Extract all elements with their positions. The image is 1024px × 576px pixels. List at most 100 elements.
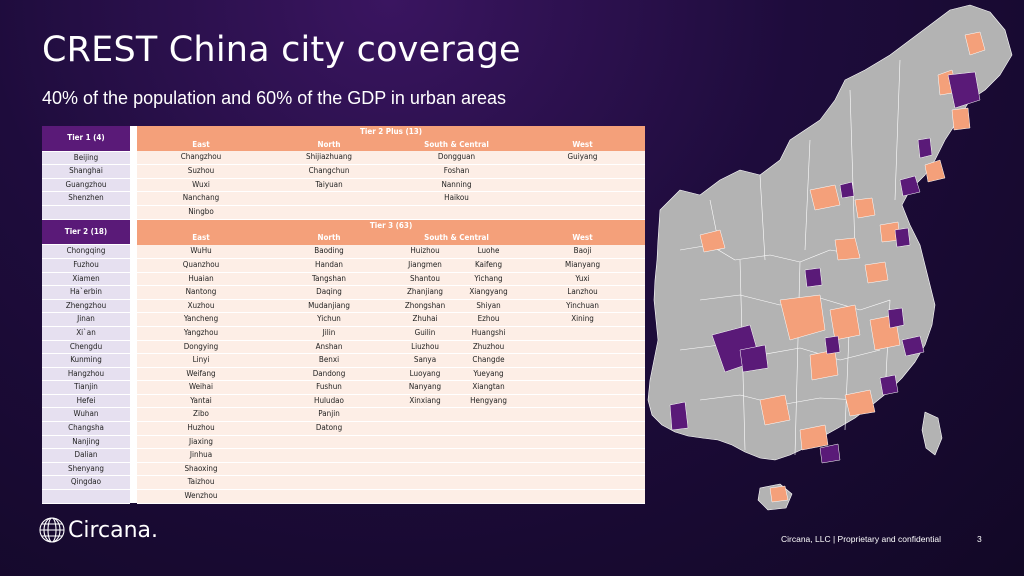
city-cell xyxy=(457,421,520,436)
circana-logo: Circana. xyxy=(38,516,158,544)
city-cell: Foshan xyxy=(393,164,520,179)
city-cell: Yuxi xyxy=(520,272,646,287)
column-separator xyxy=(130,407,137,422)
column-separator xyxy=(130,312,137,327)
city-cell: Haikou xyxy=(393,191,520,207)
tier-city-cell: Kunming xyxy=(42,353,130,368)
city-cell: Jiangmen xyxy=(393,258,457,273)
tier-city-cell: Jinan xyxy=(42,312,130,327)
region-header: South & Central xyxy=(393,138,520,152)
city-cell: Weifang xyxy=(137,367,265,382)
column-separator xyxy=(130,462,137,476)
city-cell xyxy=(457,435,520,450)
city-cell xyxy=(520,205,646,220)
city-cell: Linyi xyxy=(137,353,265,368)
tier-city-cell: Xiamen xyxy=(42,272,130,287)
tier-city-cell: Hefei xyxy=(42,394,130,409)
city-cell: Shantou xyxy=(393,272,457,287)
region-header-row: East North South & Central West xyxy=(42,138,646,152)
tier-city-cell: Chengdu xyxy=(42,340,130,355)
table-row: Changsha Huzhou Datong xyxy=(42,421,646,436)
city-cell xyxy=(457,489,520,504)
region-header-row: East North South & Central West xyxy=(42,232,646,245)
city-cell xyxy=(520,353,646,368)
column-separator xyxy=(130,448,137,463)
city-cell: Zhanjiang xyxy=(393,285,457,300)
city-cell xyxy=(520,475,646,491)
region-header: East xyxy=(137,138,265,152)
tier-city-cell: Guangzhou xyxy=(42,178,130,193)
city-cell: Nanchang xyxy=(137,191,265,207)
table-header-row: Tier 2 (18) Tier 3 (63) xyxy=(42,219,646,246)
table-row: Xiamen Huaian Tangshan Shantou Yichang Yuxi xyxy=(42,272,646,287)
tier-city-cell: Xi`an xyxy=(42,326,130,341)
city-cell: Ningbo xyxy=(137,205,265,220)
city-cell: Xining xyxy=(520,312,646,327)
table-row: Tianjin Weihai Fushun Nanyang Xiangtan xyxy=(42,380,646,395)
tier-city-cell: Fuzhou xyxy=(42,258,130,273)
city-cell: Xuzhou xyxy=(137,299,265,314)
table-row: Jinan Yancheng Yichun Zhuhai Ezhou Xining xyxy=(42,312,646,327)
city-cell xyxy=(520,164,646,179)
city-cell xyxy=(520,435,646,450)
column-separator xyxy=(130,489,137,504)
city-cell xyxy=(520,191,646,207)
tier-city-cell: Qingdao xyxy=(42,475,130,491)
table-row: Chengdu Dongying Anshan Liuzhou Zhuzhou xyxy=(42,340,646,355)
city-cell xyxy=(520,489,646,504)
city-cell xyxy=(393,462,457,477)
region-header: East xyxy=(137,232,265,245)
city-cell: Hengyang xyxy=(457,394,520,409)
city-cell xyxy=(520,394,646,409)
table-row: Hefei Yantai Huludao Xinxiang Hengyang xyxy=(42,394,646,409)
city-cell: Dongguan xyxy=(393,151,520,166)
city-cell: Datong xyxy=(265,421,393,436)
city-cell xyxy=(265,435,393,450)
page-number: 3 xyxy=(977,534,982,544)
city-cell: Zhongshan xyxy=(393,299,457,314)
table-row: Shenzhen Nanchang Haikou xyxy=(42,191,646,207)
city-cell: Changchun xyxy=(265,164,393,179)
city-cell: Anshan xyxy=(265,340,393,355)
table-row: Hangzhou Weifang Dandong Luoyang Yueyang xyxy=(42,367,646,382)
table-row: Kunming Linyi Benxi Sanya Changde xyxy=(42,353,646,368)
city-cell: Suzhou xyxy=(137,164,265,179)
column-separator xyxy=(130,326,137,340)
table-row: Zhengzhou Xuzhou Mudanjiang Zhongshan Shiyan… xyxy=(42,299,646,314)
column-separator xyxy=(130,367,137,381)
tier-city-cell: Dalian xyxy=(42,448,130,463)
column-separator xyxy=(130,272,137,286)
tier-city-cell xyxy=(42,489,130,504)
city-cell: Weihai xyxy=(137,380,265,395)
city-cell xyxy=(520,326,646,341)
city-cell: WuHu xyxy=(137,244,265,259)
page-subtitle: 40% of the population and 60% of the GDP… xyxy=(42,88,506,108)
column-separator xyxy=(130,435,137,449)
column-separator xyxy=(130,421,137,436)
city-cell: Mianyang xyxy=(520,258,646,273)
city-cell: Luoyang xyxy=(393,367,457,382)
circana-logo-text: Circana. xyxy=(68,517,159,543)
table-row: Nanjing Jiaxing xyxy=(42,435,646,450)
column-separator xyxy=(130,244,137,259)
city-cell: Nantong xyxy=(137,285,265,300)
table-row: Ha`erbin Nantong Daqing Zhanjiang Xiangyang L… xyxy=(42,285,646,300)
tier-group-header: Tier 3 (63) xyxy=(137,219,646,233)
city-cell: Huizhou xyxy=(393,244,457,259)
city-cell xyxy=(520,340,646,355)
city-cell xyxy=(265,205,393,220)
tier-city-cell: Beijing xyxy=(42,151,130,166)
city-cell: Yancheng xyxy=(137,312,265,327)
tier-city-cell: Tianjin xyxy=(42,380,130,395)
city-cell xyxy=(520,462,646,477)
city-cell xyxy=(393,489,457,504)
city-cell: Yantai xyxy=(137,394,265,409)
city-cell: Wuxi xyxy=(137,178,265,193)
city-cell: Jinhua xyxy=(137,448,265,463)
column-separator xyxy=(130,191,137,206)
city-cell: Benxi xyxy=(265,353,393,368)
table-row: Wenzhou xyxy=(42,489,646,504)
map-tier1-2-regions xyxy=(669,71,981,464)
city-cell: Yangzhou xyxy=(137,326,265,341)
city-cell: Daqing xyxy=(265,285,393,300)
